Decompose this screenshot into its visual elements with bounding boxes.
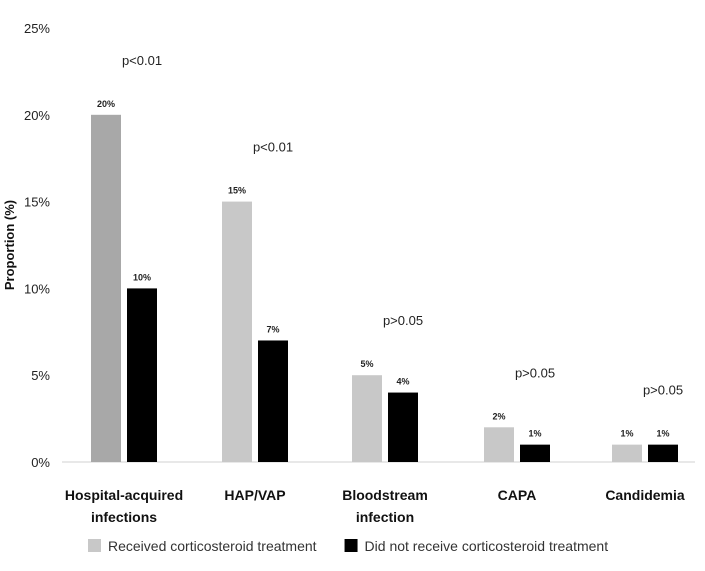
bar-not-received-3 [520,444,550,462]
data-label: 4% [396,377,409,387]
bar-not-received-1 [258,340,288,462]
y-tick-label: 5% [31,368,50,383]
p-value-label: p>0.05 [515,365,555,380]
p-value-annotations: p<0.01 p<0.01 p>0.05 p>0.05 p>0.05 [122,53,683,398]
y-axis-ticks: 0% 5% 10% 15% 20% 25% [24,21,50,470]
legend-swatch [88,539,101,552]
data-label: 2% [492,411,505,421]
p-value-label: p>0.05 [383,313,423,328]
category-label: Hospital-acquired [65,487,183,503]
bar-received-1 [222,201,252,462]
p-value-label: p<0.01 [122,53,162,68]
bar-not-received-0 [127,288,157,462]
y-tick-label: 15% [24,195,50,210]
y-tick-label: 25% [24,21,50,36]
category-label: CAPA [498,487,537,503]
data-label: 10% [133,272,151,282]
data-label: 20% [97,99,115,109]
y-tick-label: 10% [24,281,50,296]
data-label: 7% [266,324,279,334]
p-value-label: p<0.01 [253,140,293,155]
data-labels: 20% 15% 5% 2% 1% 10% 7% 4% 1% 1% [97,99,670,439]
bar-not-received-2 [388,392,418,462]
category-label: Bloodstream [342,487,428,503]
bar-received-2 [352,375,382,462]
category-label: infection [356,509,414,525]
y-axis-label: Proportion (%) [2,200,17,290]
bar-received-0 [91,114,121,463]
category-labels: Hospital-acquired infections HAP/VAP Bloods… [65,487,685,525]
p-value-label: p>0.05 [643,383,683,398]
category-label: infections [91,509,157,525]
legend: Received corticosteroid treatment Did not… [88,538,608,554]
y-tick-label: 20% [24,108,50,123]
legend-label: Did not receive corticosteroid treatment [365,538,609,554]
category-label: HAP/VAP [224,487,285,503]
bar-received-3 [484,427,514,462]
bar-received-4 [612,444,642,462]
data-label: 1% [620,429,633,439]
bars [91,114,678,463]
legend-swatch [344,539,358,552]
legend-label: Received corticosteroid treatment [108,538,317,554]
data-label: 5% [360,359,373,369]
data-label: 15% [228,186,246,196]
data-label: 1% [528,429,541,439]
bar-not-received-4 [648,444,678,462]
data-label: 1% [656,429,669,439]
y-tick-label: 0% [31,455,50,470]
category-label: Candidemia [605,487,685,503]
